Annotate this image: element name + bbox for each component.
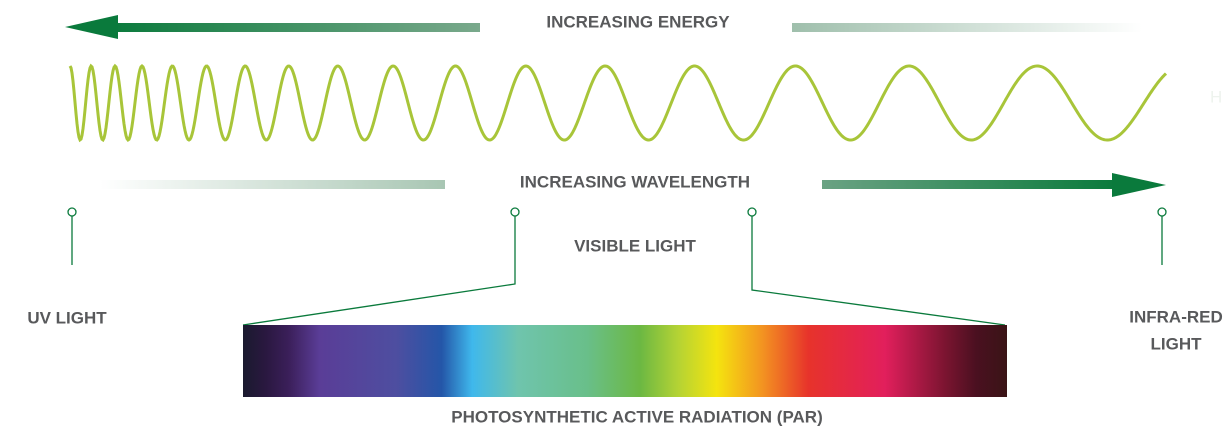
energy-arrow bbox=[110, 23, 480, 32]
energy-label: INCREASING ENERGY bbox=[546, 12, 730, 31]
par-label: PHOTOSYNTHETIC ACTIVE RADIATION (PAR) bbox=[451, 407, 823, 426]
visible-start-marker bbox=[511, 208, 519, 216]
wavelength-arrow-head bbox=[1112, 173, 1166, 197]
diagram: INCREASING ENERGY H INCREASING WAVELENGT… bbox=[0, 0, 1232, 438]
infrared-label: INFRA-RED bbox=[1129, 307, 1223, 326]
spectrum bbox=[243, 325, 1007, 397]
visible-end-marker bbox=[748, 208, 756, 216]
edge-letter: H bbox=[1210, 87, 1222, 106]
infrared-label: LIGHT bbox=[1151, 334, 1203, 353]
wavelength-label: INCREASING WAVELENGTH bbox=[520, 172, 750, 191]
wavelength-arrow-tail bbox=[100, 180, 445, 189]
uv-marker bbox=[68, 208, 76, 216]
energy-arrow-head bbox=[65, 15, 118, 39]
visible-start-line bbox=[243, 216, 515, 325]
wavelength-arrow bbox=[822, 180, 1117, 189]
uv-label: UV LIGHT bbox=[27, 308, 107, 327]
wave bbox=[70, 66, 1166, 140]
visible-label: VISIBLE LIGHT bbox=[574, 236, 696, 255]
visible-end-line bbox=[752, 216, 1005, 325]
ir-marker bbox=[1158, 208, 1166, 216]
energy-arrow-tail bbox=[792, 23, 1142, 32]
connectors bbox=[68, 208, 1166, 325]
